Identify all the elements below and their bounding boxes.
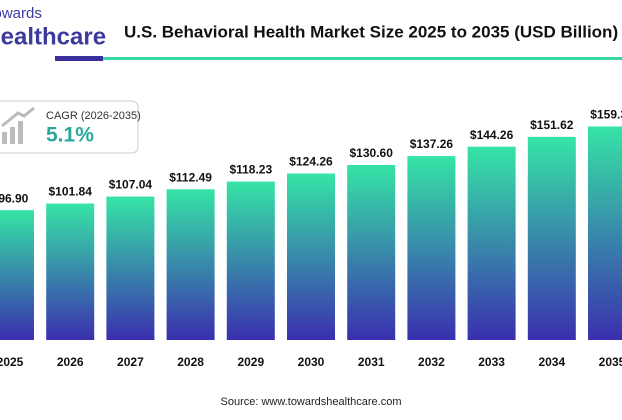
cagr-icon bbox=[1, 106, 35, 144]
header-line bbox=[103, 57, 622, 60]
cagr-label: CAGR (2026-2035) bbox=[46, 110, 141, 122]
x-tick-label: 2025 bbox=[0, 355, 24, 369]
value-label: $124.26 bbox=[289, 155, 333, 169]
x-tick-label: 2027 bbox=[117, 355, 144, 369]
bar bbox=[0, 210, 34, 340]
x-tick-label: 2030 bbox=[298, 355, 325, 369]
bar bbox=[407, 156, 456, 340]
x-tick-label: 2034 bbox=[538, 355, 565, 369]
value-label: $159.35 bbox=[590, 108, 622, 122]
x-tick-label: 2031 bbox=[358, 355, 385, 369]
value-label: $118.23 bbox=[229, 163, 272, 177]
brand-line2: healthcare bbox=[0, 23, 106, 50]
bar bbox=[287, 173, 335, 340]
x-tick-label: 2035 bbox=[599, 355, 622, 369]
value-label: $137.26 bbox=[410, 137, 454, 151]
brand-line1: Towards bbox=[0, 5, 42, 22]
chart-title: U.S. Behavioral Health Market Size 2025 … bbox=[124, 22, 618, 41]
value-label: $144.26 bbox=[470, 128, 514, 142]
bar bbox=[467, 146, 516, 340]
bar bbox=[46, 203, 95, 340]
value-label: $101.84 bbox=[49, 185, 93, 199]
cagr-box bbox=[0, 100, 139, 154]
x-tick-label: 2028 bbox=[177, 355, 204, 369]
header-accent bbox=[55, 56, 103, 61]
value-label: $112.49 bbox=[169, 170, 212, 184]
bar bbox=[226, 181, 275, 340]
x-tick-label: 2029 bbox=[237, 355, 264, 369]
value-label: $107.04 bbox=[109, 178, 153, 192]
bar bbox=[106, 196, 155, 340]
x-tick-label: 2033 bbox=[478, 355, 505, 369]
value-label: $130.60 bbox=[350, 146, 394, 160]
bar bbox=[527, 136, 576, 340]
value-label: $96.90 bbox=[0, 191, 29, 205]
value-label: $151.62 bbox=[530, 118, 574, 132]
source: Source: www.towardshealthcare.com bbox=[221, 396, 402, 408]
x-tick-label: 2026 bbox=[57, 355, 84, 369]
x-tick-label: 2032 bbox=[418, 355, 445, 369]
cagr-value: 5.1% bbox=[46, 124, 94, 147]
bar bbox=[166, 189, 215, 340]
bar bbox=[347, 164, 396, 340]
bar bbox=[588, 126, 622, 340]
